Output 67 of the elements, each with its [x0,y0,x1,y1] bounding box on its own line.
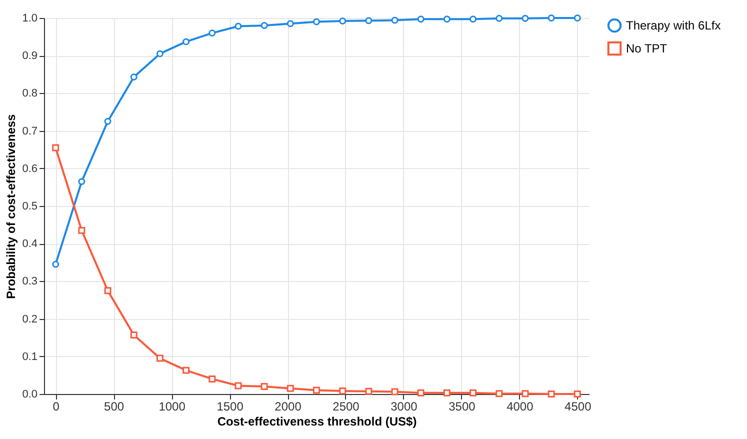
point [156,50,164,58]
point [156,354,164,362]
y-tick-label: 0.0 [22,388,38,400]
point [339,18,346,24]
x-tick-label: 500 [104,400,124,414]
point [78,226,86,234]
x-tick-label: 3000 [390,400,418,414]
point [104,118,112,125]
point [208,375,216,382]
point [548,14,555,22]
y-tick-label: 1.0 [22,12,38,24]
y-tick-label: 0.9 [22,50,38,62]
y-axis-title: Probability of cost-effectiveness [4,114,18,299]
x-tick-label: 1000 [158,400,186,414]
point [234,22,242,30]
x-tick-label: 0 [52,400,60,414]
point [52,144,60,152]
point [470,16,477,23]
point [365,388,372,395]
point [286,20,294,28]
point [391,388,398,396]
x-tick-label: 4500 [564,400,592,414]
point [182,366,190,374]
y-tick-label: 0.7 [22,125,38,138]
x-tick-label: 4000 [506,400,534,414]
x-tick-label: 3500 [448,400,476,414]
point [339,388,346,394]
y-tick-label: 0.4 [22,238,38,250]
point [208,30,216,37]
point [548,390,555,398]
point [313,18,320,26]
point [574,14,581,22]
y-tick-label: 0.2 [22,313,38,326]
point [391,16,398,24]
point [574,390,581,398]
point [496,14,503,22]
x-axis-title: Cost-effectiveness threshold (US$) [217,414,417,428]
point [417,389,424,396]
x-tick-label: 1500 [216,400,244,414]
point [260,22,268,30]
point [182,38,190,46]
legend-label: No TPT [626,42,668,56]
point [130,74,138,81]
point [522,14,529,22]
y-tick-label: 0.3 [22,276,38,288]
point [443,389,450,396]
point [260,382,268,390]
point [313,386,320,394]
x-tick-label: 2000 [274,400,302,414]
point [522,390,529,398]
y-tick-label: 0.5 [22,200,38,212]
y-tick-label: 0.8 [22,88,38,100]
point [496,390,503,398]
point [52,260,60,268]
y-tick-label: 0.6 [22,162,38,175]
point [443,16,450,23]
point [417,16,424,23]
point [470,389,477,396]
x-tick-label: 2500 [332,400,360,414]
point [365,17,372,24]
point [234,382,242,390]
point [130,331,138,338]
point [78,178,86,186]
y-tick-label: 0.1 [22,350,38,363]
legend-label: Therapy with 6Lfx [626,18,721,32]
point [104,287,112,294]
point [286,384,294,392]
